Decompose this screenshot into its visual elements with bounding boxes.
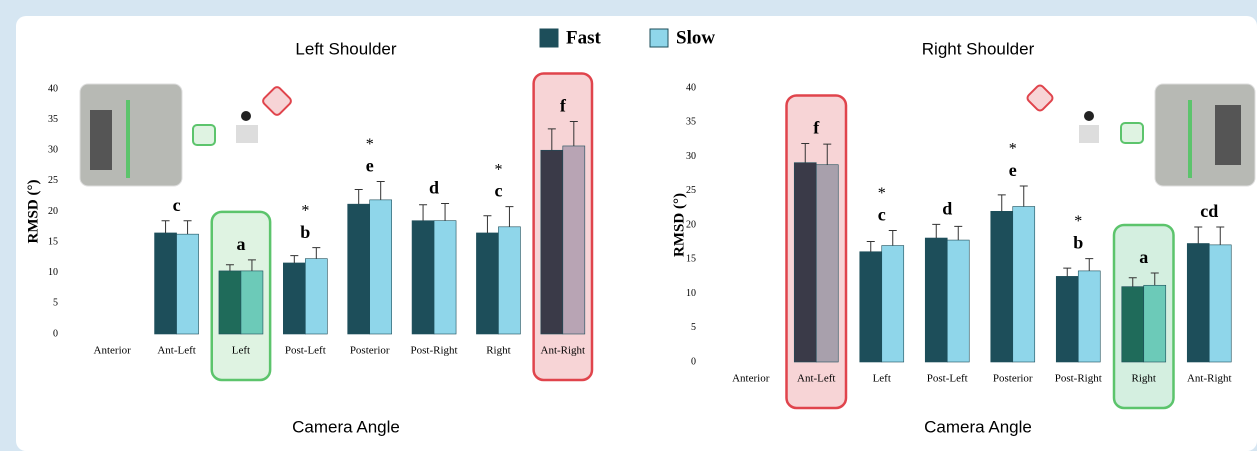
- legend-swatch: [540, 29, 558, 47]
- y-tick-label: 15: [48, 236, 58, 247]
- y-tick-label: 20: [686, 219, 696, 230]
- chart-title: Left Shoulder: [295, 39, 396, 58]
- y-tick-label: 10: [48, 267, 58, 278]
- bar: [305, 259, 327, 334]
- significance-mark: *: [301, 202, 309, 219]
- x-tick-label: Left: [873, 373, 891, 385]
- bar: [1056, 276, 1078, 362]
- significance-mark: *: [1009, 141, 1017, 158]
- y-tick-label: 30: [686, 151, 696, 162]
- y-tick-label: 5: [691, 322, 696, 333]
- group-letter: c: [878, 205, 886, 225]
- y-tick-label: 5: [53, 298, 58, 309]
- x-tick-label: Ant-Left: [797, 373, 835, 385]
- y-tick-label: 40: [686, 82, 696, 93]
- y-tick-label: 35: [48, 114, 58, 125]
- y-tick-label: 0: [691, 356, 696, 367]
- x-tick-label: Ant-Left: [157, 345, 195, 357]
- bar: [794, 163, 816, 362]
- group-letter: b: [1073, 233, 1083, 253]
- bar: [541, 150, 563, 334]
- group-letter: cd: [1200, 201, 1218, 221]
- y-tick-label: 35: [686, 117, 696, 128]
- x-tick-label: Left: [232, 345, 250, 357]
- bar: [1209, 245, 1231, 362]
- page: Fast Slow Left Shoulder Camera Angle RMSD (°…: [0, 0, 1257, 451]
- bar: [882, 246, 904, 362]
- group-letter: a: [236, 234, 245, 254]
- bar: [1187, 243, 1209, 362]
- x-tick-label: Post-Right: [411, 345, 458, 357]
- bar: [563, 146, 585, 334]
- bar: [283, 263, 305, 334]
- legend-label: Slow: [676, 27, 715, 48]
- x-tick-label: Posterior: [993, 373, 1033, 385]
- bar: [991, 211, 1013, 362]
- group-letter: d: [942, 198, 952, 218]
- bar: [947, 240, 969, 362]
- significance-mark: *: [1074, 213, 1082, 230]
- x-tick-label: Anterior: [94, 345, 132, 357]
- bar: [219, 271, 241, 334]
- panel: [16, 16, 1257, 451]
- group-letter: a: [1139, 247, 1148, 267]
- y-tick-label: 25: [686, 185, 696, 196]
- bar: [498, 227, 520, 334]
- bar: [1144, 285, 1166, 362]
- y-tick-label: 0: [53, 328, 58, 339]
- bar: [177, 234, 199, 334]
- bar: [155, 233, 177, 334]
- y-tick-label: 40: [48, 83, 58, 94]
- bar: [1013, 207, 1035, 362]
- bar: [241, 271, 263, 334]
- bar: [1122, 287, 1144, 362]
- bar: [434, 221, 456, 334]
- bar: [412, 221, 434, 334]
- legend-swatch: [650, 29, 668, 47]
- x-tick-label: Post-Left: [927, 373, 968, 385]
- x-axis-label: Camera Angle: [292, 417, 400, 436]
- group-letter: b: [300, 222, 310, 242]
- y-tick-label: 20: [48, 206, 58, 217]
- x-tick-label: Post-Left: [285, 345, 326, 357]
- x-tick-label: Post-Right: [1055, 373, 1102, 385]
- bar: [348, 204, 370, 334]
- y-tick-label: 10: [686, 288, 696, 299]
- significance-mark: *: [366, 136, 374, 153]
- x-tick-label: Right: [1132, 373, 1156, 385]
- y-tick-label: 15: [686, 254, 696, 265]
- group-letter: f: [560, 96, 567, 116]
- group-letter: f: [813, 118, 820, 138]
- x-tick-label: Posterior: [350, 345, 390, 357]
- significance-mark: *: [494, 161, 502, 178]
- bar: [860, 252, 882, 362]
- x-axis-label: Camera Angle: [924, 417, 1032, 436]
- bar: [1078, 271, 1100, 362]
- group-letter: e: [366, 156, 374, 176]
- legend-label: Fast: [566, 27, 602, 48]
- bar: [476, 233, 498, 334]
- group-letter: e: [1009, 160, 1017, 180]
- bar: [816, 165, 838, 362]
- group-letter: c: [173, 195, 181, 215]
- group-letter: d: [429, 178, 439, 198]
- x-tick-label: Anterior: [732, 373, 770, 385]
- y-tick-label: 25: [48, 175, 58, 186]
- x-tick-label: Ant-Right: [541, 345, 586, 357]
- bar: [925, 238, 947, 362]
- bar: [370, 200, 392, 334]
- y-tick-label: 30: [48, 145, 58, 156]
- y-axis-label: RMSD (°): [25, 180, 41, 244]
- x-tick-label: Ant-Right: [1187, 373, 1232, 385]
- figure: Fast Slow Left Shoulder Camera Angle RMSD (°…: [0, 0, 1257, 451]
- x-tick-label: Right: [486, 345, 510, 357]
- significance-mark: *: [878, 185, 886, 202]
- group-letter: c: [494, 181, 502, 201]
- chart-title: Right Shoulder: [922, 39, 1035, 58]
